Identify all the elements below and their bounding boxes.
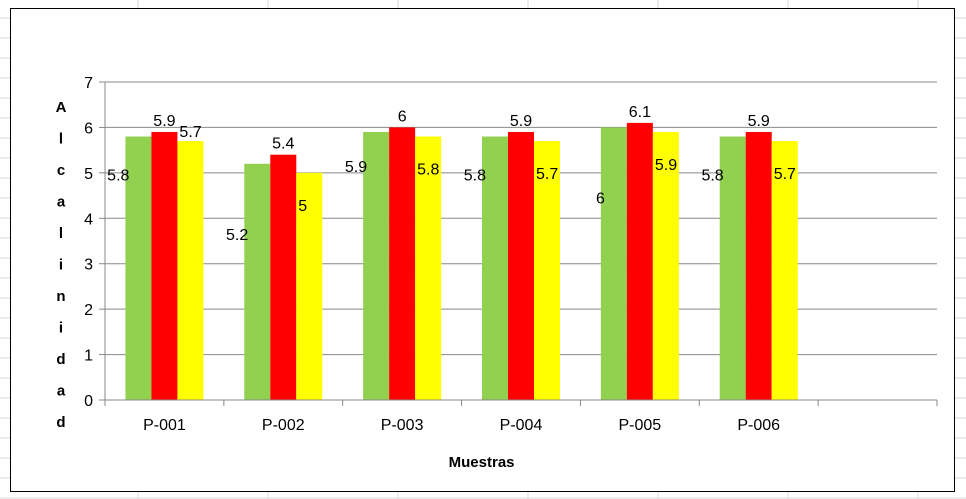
data-label: 5.9 — [748, 113, 770, 130]
data-label: 5.7 — [774, 166, 796, 183]
bar[interactable] — [745, 131, 772, 400]
data-label: 5.8 — [464, 168, 486, 185]
y-tick-label: 4 — [84, 211, 93, 228]
y-axis-title-letter: l — [59, 131, 63, 148]
y-tick-label: 6 — [84, 120, 93, 137]
y-tick-label: 2 — [84, 302, 93, 319]
data-label: 5.9 — [655, 157, 677, 174]
data-label: 5.8 — [701, 168, 723, 185]
data-label: 5.9 — [345, 159, 367, 176]
y-axis-title-letter: n — [56, 288, 65, 305]
y-tick-label: 1 — [84, 348, 93, 365]
chart-area[interactable]: 0 1 2 3 4 5 6 7 P-001 P-002 P-003 P-004 P-005 P-006 5… — [10, 8, 955, 492]
y-tick-label: 3 — [84, 257, 93, 274]
data-label: 5.2 — [226, 227, 248, 244]
x-tick-label: P-005 — [619, 417, 662, 434]
y-axis-title-letter: l — [59, 225, 63, 242]
y-tick-label: 5 — [84, 166, 93, 183]
y-tick-label: 0 — [84, 393, 93, 410]
bar[interactable] — [626, 122, 653, 400]
y-axis-title-letter: i — [59, 257, 63, 274]
y-axis-title-letter: i — [59, 320, 63, 337]
x-tick-label: P-002 — [262, 417, 305, 434]
x-tick-label: P-006 — [737, 417, 780, 434]
bar[interactable] — [151, 131, 178, 400]
y-axis-title-letter: d — [56, 351, 65, 368]
bar[interactable] — [482, 136, 508, 400]
y-axis-title-letter: a — [57, 383, 66, 400]
x-axis-title: Muestras — [449, 454, 515, 471]
bar[interactable] — [363, 131, 390, 400]
y-axis-title-letter: A — [56, 99, 67, 116]
data-label: 6 — [398, 108, 407, 125]
bar-series — [125, 122, 798, 401]
data-label: 5.7 — [536, 166, 558, 183]
bar[interactable] — [534, 141, 560, 401]
x-tick-label: P-003 — [381, 417, 424, 434]
data-label: 5.9 — [153, 113, 175, 130]
bar-chart: 0 1 2 3 4 5 6 7 P-001 P-002 P-003 P-004 P-005 P-006 5… — [56, 75, 938, 471]
bar[interactable] — [389, 127, 416, 400]
bar[interactable] — [508, 131, 534, 400]
bar[interactable] — [244, 163, 271, 400]
bar[interactable] — [296, 172, 323, 400]
bar[interactable] — [719, 136, 746, 400]
bar[interactable] — [652, 131, 679, 400]
data-label: 6.1 — [629, 104, 651, 121]
bar[interactable] — [177, 141, 204, 401]
data-label: 5.9 — [510, 113, 532, 130]
data-label: 5.8 — [417, 162, 439, 179]
y-axis-title-letter: c — [57, 162, 65, 179]
data-label: 5.7 — [179, 124, 201, 141]
x-tick-label: P-004 — [500, 417, 543, 434]
y-tick-label: 7 — [84, 75, 93, 92]
bar[interactable] — [600, 127, 627, 400]
bar[interactable] — [415, 136, 442, 400]
data-label: 5.4 — [272, 136, 294, 153]
y-axis-title-letter: a — [57, 194, 66, 211]
bar[interactable] — [771, 141, 798, 401]
data-label: 6 — [596, 190, 605, 207]
x-tick-label: P-001 — [143, 417, 186, 434]
bar[interactable] — [270, 154, 297, 400]
data-label: 5 — [298, 198, 307, 215]
data-label: 5.8 — [107, 168, 129, 185]
y-axis-title-letter: d — [56, 414, 65, 431]
bar[interactable] — [125, 136, 152, 400]
axes: 0 1 2 3 4 5 6 7 P-001 P-002 P-003 P-004 P-005 P-006 — [84, 75, 938, 434]
data-labels: 5.85.25.95.865.85.95.46 5.96.15.95.755.8 5… — [107, 104, 796, 244]
